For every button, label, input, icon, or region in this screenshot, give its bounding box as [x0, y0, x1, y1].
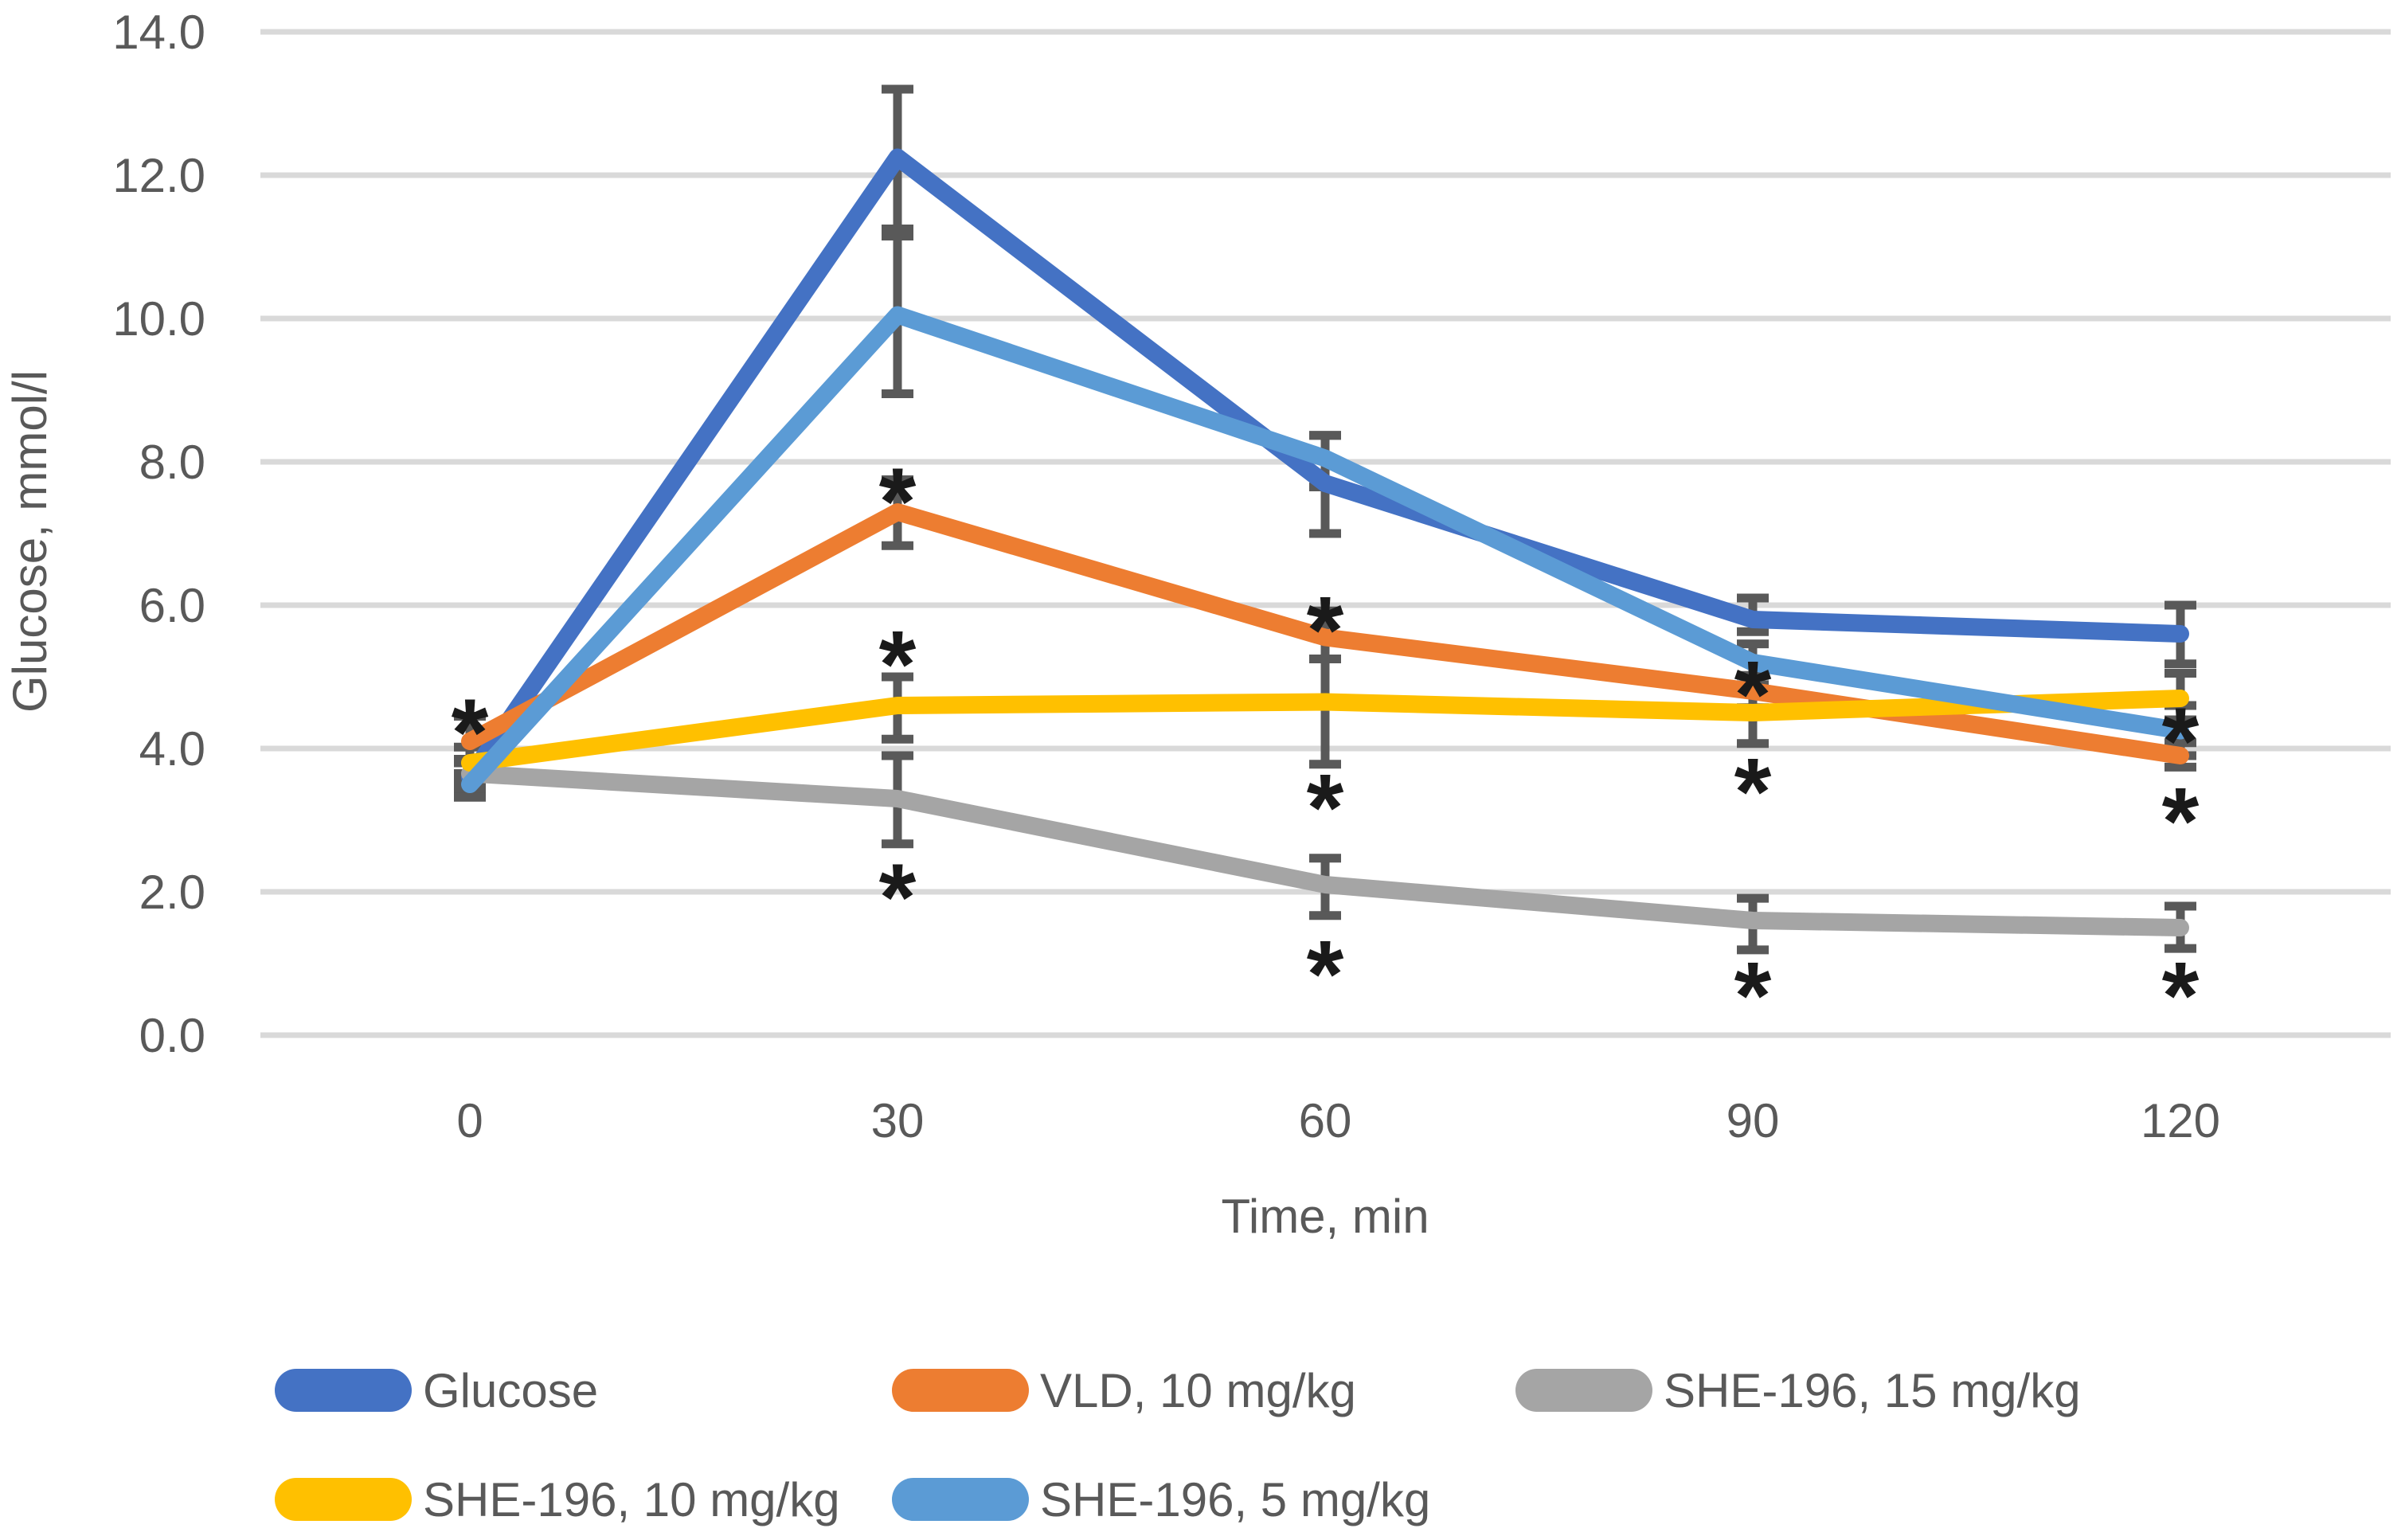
legend-swatch-she-196-15-mg-kg: [1515, 1369, 1652, 1412]
legend-label-she-196-10-mg-kg: SHE-196, 10 mg/kg: [423, 1473, 840, 1526]
legend-swatch-she-196-10-mg-kg: [275, 1478, 412, 1521]
y-tick-label: 12.0: [112, 149, 205, 202]
y-tick-label: 14.0: [112, 6, 205, 59]
y-axis-title: Glucose, mmol/l: [3, 370, 57, 713]
significance-asterisk: *: [879, 844, 917, 951]
y-tick-label: 2.0: [139, 866, 205, 919]
legend-label-she-196-5-mg-kg: SHE-196, 5 mg/kg: [1040, 1473, 1430, 1526]
chart-legend: Glucose VLD, 10 mg/kg SHE-196, 15 mg/kg SHE…: [275, 1364, 2081, 1526]
y-tick-label: 0.0: [139, 1009, 205, 1062]
x-tick-label: 30: [871, 1094, 925, 1147]
legend-item-she-196-15-mg-kg: SHE-196, 15 mg/kg: [1515, 1364, 2081, 1417]
x-tick-label: 0: [456, 1094, 483, 1147]
series-line-she-196-5-mg-kg: [461, 306, 2189, 793]
y-tick-label: 10.0: [112, 292, 205, 346]
legend-label-she-196-15-mg-kg: SHE-196, 15 mg/kg: [1664, 1364, 2081, 1417]
significance-asterisk: *: [2162, 942, 2200, 1049]
annotation-layer: *************: [452, 448, 2200, 1049]
significance-asterisk: *: [1307, 755, 1344, 862]
legend-item-she-196-5-mg-kg: SHE-196, 5 mg/kg: [892, 1473, 1430, 1526]
significance-asterisk: *: [2162, 688, 2200, 795]
legend-label-glucose: Glucose: [423, 1364, 598, 1417]
legend-item-vld-10-mg-kg: VLD, 10 mg/kg: [892, 1364, 1356, 1417]
significance-asterisk: *: [879, 612, 917, 718]
y-tick-label: 4.0: [139, 722, 205, 776]
axis-layer: 0.0 2.0 4.0 6.0 8.0 10.0 12.0 14.0 0 30 60 90 120: [112, 6, 2220, 1147]
y-tick-label: 8.0: [139, 436, 205, 489]
x-axis-title: Time, min: [1221, 1190, 1429, 1243]
x-tick-label: 60: [1299, 1094, 1352, 1147]
legend-swatch-she-196-5-mg-kg: [892, 1478, 1029, 1521]
legend-item-glucose: Glucose: [275, 1364, 598, 1417]
significance-asterisk: *: [2162, 768, 2200, 875]
legend-swatch-vld-10-mg-kg: [892, 1369, 1029, 1412]
series-line-she-196-15-mg-kg: [461, 764, 2189, 936]
series-line-she-196-10-mg-kg: [461, 690, 2189, 772]
y-tick-label: 6.0: [139, 579, 205, 632]
significance-asterisk: *: [1734, 739, 1772, 846]
legend-swatch-glucose: [275, 1369, 412, 1412]
significance-asterisk: *: [1307, 920, 1344, 1027]
series-layer: [461, 148, 2189, 936]
significance-asterisk: *: [879, 448, 917, 555]
significance-asterisk: *: [1734, 641, 1772, 748]
x-tick-label: 90: [1727, 1094, 1780, 1147]
legend-item-she-196-10-mg-kg: SHE-196, 10 mg/kg: [275, 1473, 840, 1526]
significance-asterisk: *: [1307, 577, 1344, 683]
series-line-glucose: [461, 148, 2189, 786]
significance-asterisk: *: [452, 679, 489, 786]
legend-label-vld-10-mg-kg: VLD, 10 mg/kg: [1040, 1364, 1356, 1417]
x-tick-label: 120: [2141, 1094, 2220, 1147]
significance-asterisk: *: [1734, 942, 1772, 1049]
